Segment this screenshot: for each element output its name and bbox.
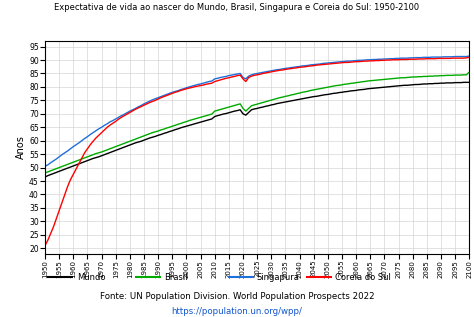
Text: Fonte: UN Population Division. World Population Prospects 2022: Fonte: UN Population Division. World Pop…	[100, 292, 374, 301]
Text: Brasil: Brasil	[164, 273, 188, 282]
Y-axis label: Anos: Anos	[16, 135, 26, 159]
Text: Mundo: Mundo	[77, 273, 105, 282]
Text: Singapura: Singapura	[257, 273, 300, 282]
Text: Coreia do Sul: Coreia do Sul	[335, 273, 391, 282]
Text: Expectativa de vida ao nascer do Mundo, Brasil, Singapura e Coreia do Sul: 1950-: Expectativa de vida ao nascer do Mundo, …	[55, 3, 419, 12]
Text: https://population.un.org/wpp/: https://population.un.org/wpp/	[172, 307, 302, 316]
